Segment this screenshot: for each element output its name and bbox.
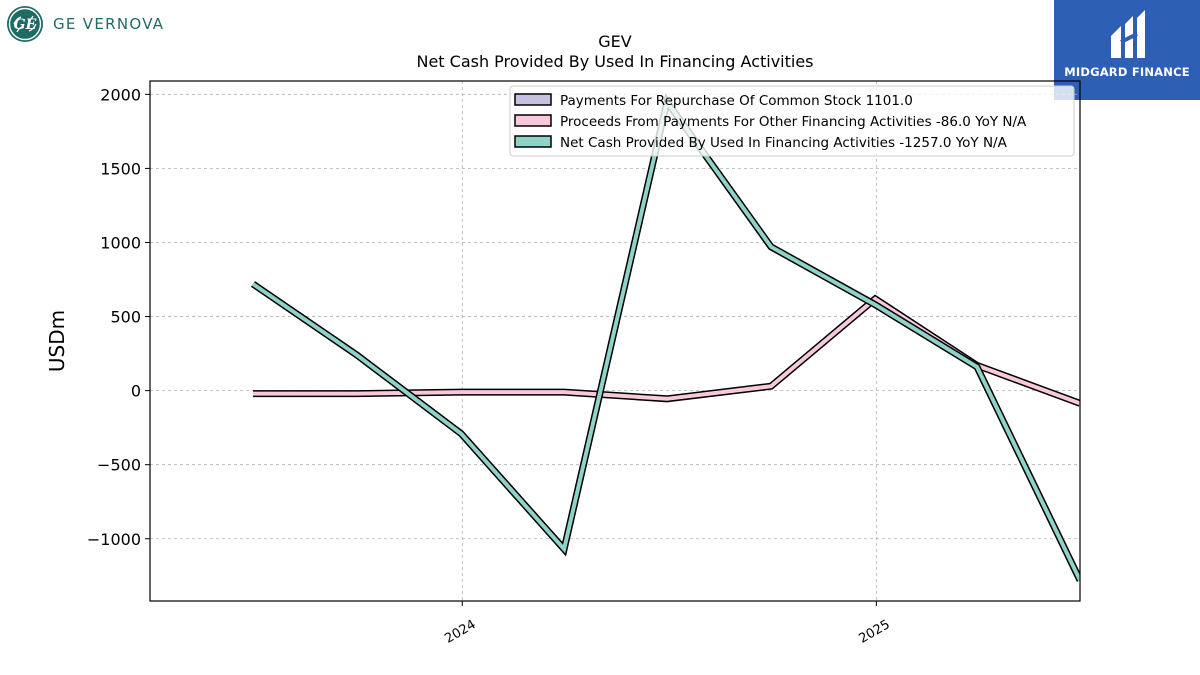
ge-vernova-logo: GE GE VERNOVA [6,5,164,43]
legend-swatch [514,135,552,148]
ge-monogram-icon: GE [7,6,43,42]
x-tick-label: 2025 [857,617,893,647]
series-layer [251,93,1080,582]
midgard-logo-icon [1111,10,1145,58]
legend-swatch [514,93,552,106]
series-line [251,96,1080,582]
y-tick-label: 0 [131,382,141,401]
series-line-outline [251,93,1080,582]
legend-swatch [514,114,552,127]
svg-text:GE: GE [14,17,37,33]
y-tick-label: 1000 [100,233,141,252]
chart-subtitle: Net Cash Provided By Used In Financing A… [416,52,814,71]
brand-name: GE VERNOVA [53,15,165,33]
partner-name: MIDGARD FINANCE [1064,65,1190,79]
plot-frame [149,80,1081,602]
y-tick-label: 2000 [100,85,141,104]
chart-titles: GEV Net Cash Provided By Used In Financi… [150,32,1080,72]
x-tick-label: 2024 [442,617,478,647]
y-tick-label: −500 [97,456,141,475]
legend-label: Payments For Repurchase Of Common Stock … [560,93,913,109]
legend-label: Net Cash Provided By Used In Financing A… [560,135,1008,151]
y-tick-label: 500 [110,308,141,327]
y-tick-label: −1000 [87,530,141,549]
midgard-finance-logo: MIDGARD FINANCE [1054,0,1200,100]
y-tick-label: 1500 [100,159,141,178]
y-axis-label: USDm [45,310,69,372]
legend-box [509,85,1075,157]
chart-title: GEV [598,32,632,51]
legend-label: Proceeds From Payments For Other Financi… [560,114,1027,130]
legend: Payments For Repurchase Of Common Stock … [509,85,1075,157]
